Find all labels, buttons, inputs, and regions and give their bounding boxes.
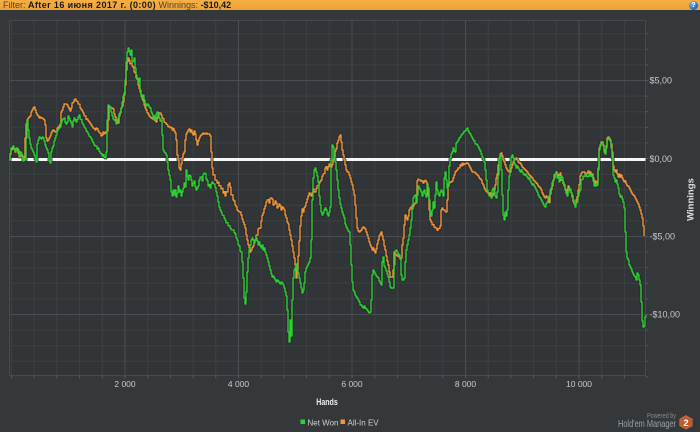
svg-text:2 000: 2 000 xyxy=(114,379,136,389)
svg-text:-$5,00: -$5,00 xyxy=(650,232,676,242)
svg-text:$5,00: $5,00 xyxy=(650,76,673,86)
svg-text:6 000: 6 000 xyxy=(341,379,363,389)
svg-text:Powered by: Powered by xyxy=(647,413,676,420)
svg-text:8 000: 8 000 xyxy=(455,379,477,389)
svg-text:Hands: Hands xyxy=(316,397,338,408)
svg-text:-$10,00: -$10,00 xyxy=(650,310,681,320)
svg-text:10 000: 10 000 xyxy=(566,379,592,389)
svg-text:All-In EV: All-In EV xyxy=(348,419,380,428)
svg-text:4 000: 4 000 xyxy=(228,379,250,389)
svg-text:Hold'em Manager: Hold'em Manager xyxy=(618,418,676,430)
svg-text:Net Won: Net Won xyxy=(308,419,339,428)
svg-text:Winnings: Winnings xyxy=(686,178,697,221)
svg-text:$0,00: $0,00 xyxy=(650,154,673,164)
svg-text:2: 2 xyxy=(683,418,688,429)
